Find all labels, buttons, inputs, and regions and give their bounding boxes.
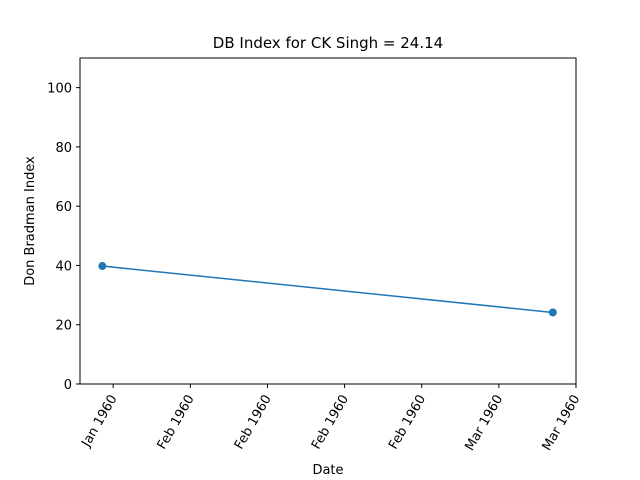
line (102, 265, 553, 314)
y-tick-label: 0 (64, 378, 72, 393)
marker (548, 308, 557, 317)
marker (98, 262, 107, 271)
y-tick-label: 60 (55, 200, 72, 215)
chart-title: DB Index for CK Singh = 24.14 (213, 34, 443, 52)
x-axis-label: Date (312, 463, 343, 478)
y-tick-label: 80 (55, 141, 72, 156)
plot-frame (79, 57, 577, 385)
y-tick-label: 40 (55, 259, 72, 274)
y-tick-label: 20 (55, 319, 72, 334)
y-axis-label: Don Bradman Index (23, 156, 38, 286)
y-tick-label: 100 (47, 82, 72, 97)
